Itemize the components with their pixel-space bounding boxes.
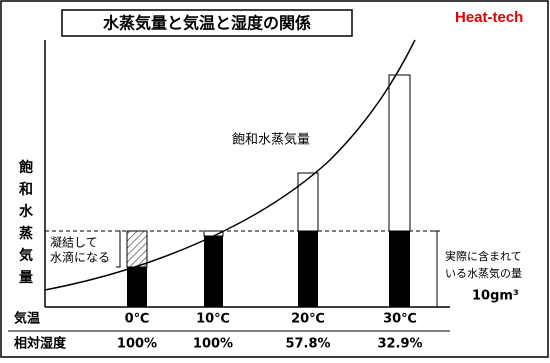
y-axis-label: 水	[19, 203, 34, 220]
bracket	[433, 230, 438, 308]
bracket	[116, 230, 121, 268]
y-axis-label: 和	[19, 182, 33, 198]
note: いる水蒸気の量	[445, 266, 522, 280]
temperature: 20℃	[291, 312, 325, 327]
temperature: 10℃	[196, 312, 230, 327]
title: 水蒸気量と気温と湿度の関係	[103, 14, 311, 33]
vapor	[204, 236, 223, 307]
saturation-curve	[44, 39, 416, 291]
y-axis-label: 量	[19, 270, 33, 286]
saturation	[388, 74, 411, 232]
row-label: 相対湿度	[14, 336, 67, 352]
humidity: 100%	[117, 337, 157, 352]
y-axis-label: 飽	[18, 159, 33, 176]
condensed	[126, 230, 148, 268]
title-box	[61, 9, 353, 37]
note: 凝結して	[50, 235, 98, 250]
y-axis-label: 蒸	[19, 225, 33, 242]
value-note: 10gm³	[472, 289, 519, 304]
temperature: 0℃	[125, 312, 150, 327]
vapor	[389, 231, 410, 307]
brand: Heat-tech	[455, 9, 523, 26]
y-axis-label: 気	[19, 247, 33, 264]
note: 実際に含まれて	[445, 249, 522, 263]
note: 水滴になる	[50, 250, 110, 265]
saturation	[297, 172, 319, 232]
humidity: 100%	[193, 337, 233, 352]
humidity: 57.8%	[285, 337, 330, 352]
vapor	[298, 231, 318, 307]
vapor	[127, 267, 147, 307]
humidity: 32.9%	[377, 337, 422, 352]
row-label: 気温	[14, 311, 40, 327]
curve-label: 飽和水蒸気量	[232, 132, 310, 148]
temperature: 30℃	[383, 312, 417, 327]
